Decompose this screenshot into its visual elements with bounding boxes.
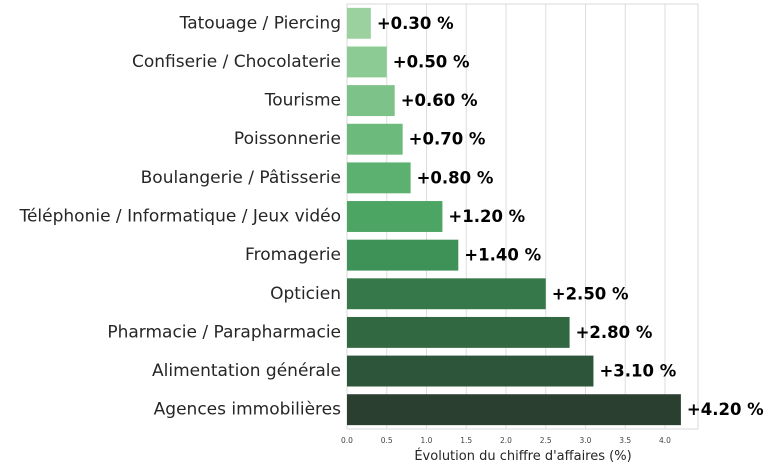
bar (347, 85, 395, 117)
x-tick-label: 2.0 (500, 436, 512, 445)
x-tick-label: 0.0 (341, 436, 353, 445)
value-label: +0.50 % (393, 52, 470, 71)
x-tick-label: 4.0 (659, 436, 671, 445)
x-tick-labels: 0.0 0.5 1.0 1.5 2.0 2.5 3.0 3.5 4.0 (341, 436, 671, 445)
bar (347, 123, 403, 155)
category-label: Confiserie / Chocolaterie (132, 52, 341, 72)
x-tick-label: 0.5 (381, 436, 393, 445)
bar (347, 46, 387, 78)
x-tick-label: 2.5 (540, 436, 552, 445)
category-label: Agences immobilières (154, 400, 341, 420)
category-label: Pharmacie / Parapharmacie (107, 322, 341, 342)
x-tick-label: 1.0 (421, 436, 433, 445)
x-tick-label: 3.0 (580, 436, 592, 445)
bar (347, 355, 594, 387)
bars (347, 7, 681, 426)
bar (347, 162, 411, 194)
value-labels: +0.30 % +0.50 % +0.60 % +0.70 % +0.80 % +1.20… (377, 14, 764, 419)
category-label: Poissonnerie (234, 129, 341, 149)
category-labels: Tatouage / Piercing Confiserie / Chocolat… (18, 13, 341, 419)
category-label: Téléphonie / Informatique / Jeux vidéo (18, 207, 341, 227)
value-label: +0.80 % (417, 168, 494, 187)
category-label: Tatouage / Piercing (179, 13, 341, 33)
bar (347, 394, 681, 426)
bar (347, 239, 459, 271)
bar (347, 278, 546, 310)
x-tick-label: 1.5 (460, 436, 472, 445)
value-label: +1.40 % (464, 246, 541, 265)
value-label: +2.50 % (552, 284, 629, 303)
value-label: +0.60 % (401, 91, 478, 110)
value-label: +4.20 % (687, 400, 764, 419)
category-label: Boulangerie / Pâtisserie (141, 168, 341, 188)
bar (347, 201, 443, 232)
bar (347, 316, 570, 348)
value-label: +1.20 % (448, 207, 525, 226)
value-label: +0.70 % (409, 130, 486, 149)
value-label: +2.80 % (576, 323, 653, 342)
bar (347, 7, 371, 39)
x-axis-title: Évolution du chiffre d'affaires (%) (414, 448, 631, 464)
category-label: Tourisme (264, 91, 341, 111)
category-label: Opticien (270, 284, 341, 304)
category-label: Alimentation générale (152, 361, 341, 381)
value-label: +3.10 % (599, 362, 676, 381)
value-label: +0.30 % (377, 14, 454, 33)
category-label: Fromagerie (245, 245, 341, 265)
x-tick-label: 3.5 (619, 436, 631, 445)
